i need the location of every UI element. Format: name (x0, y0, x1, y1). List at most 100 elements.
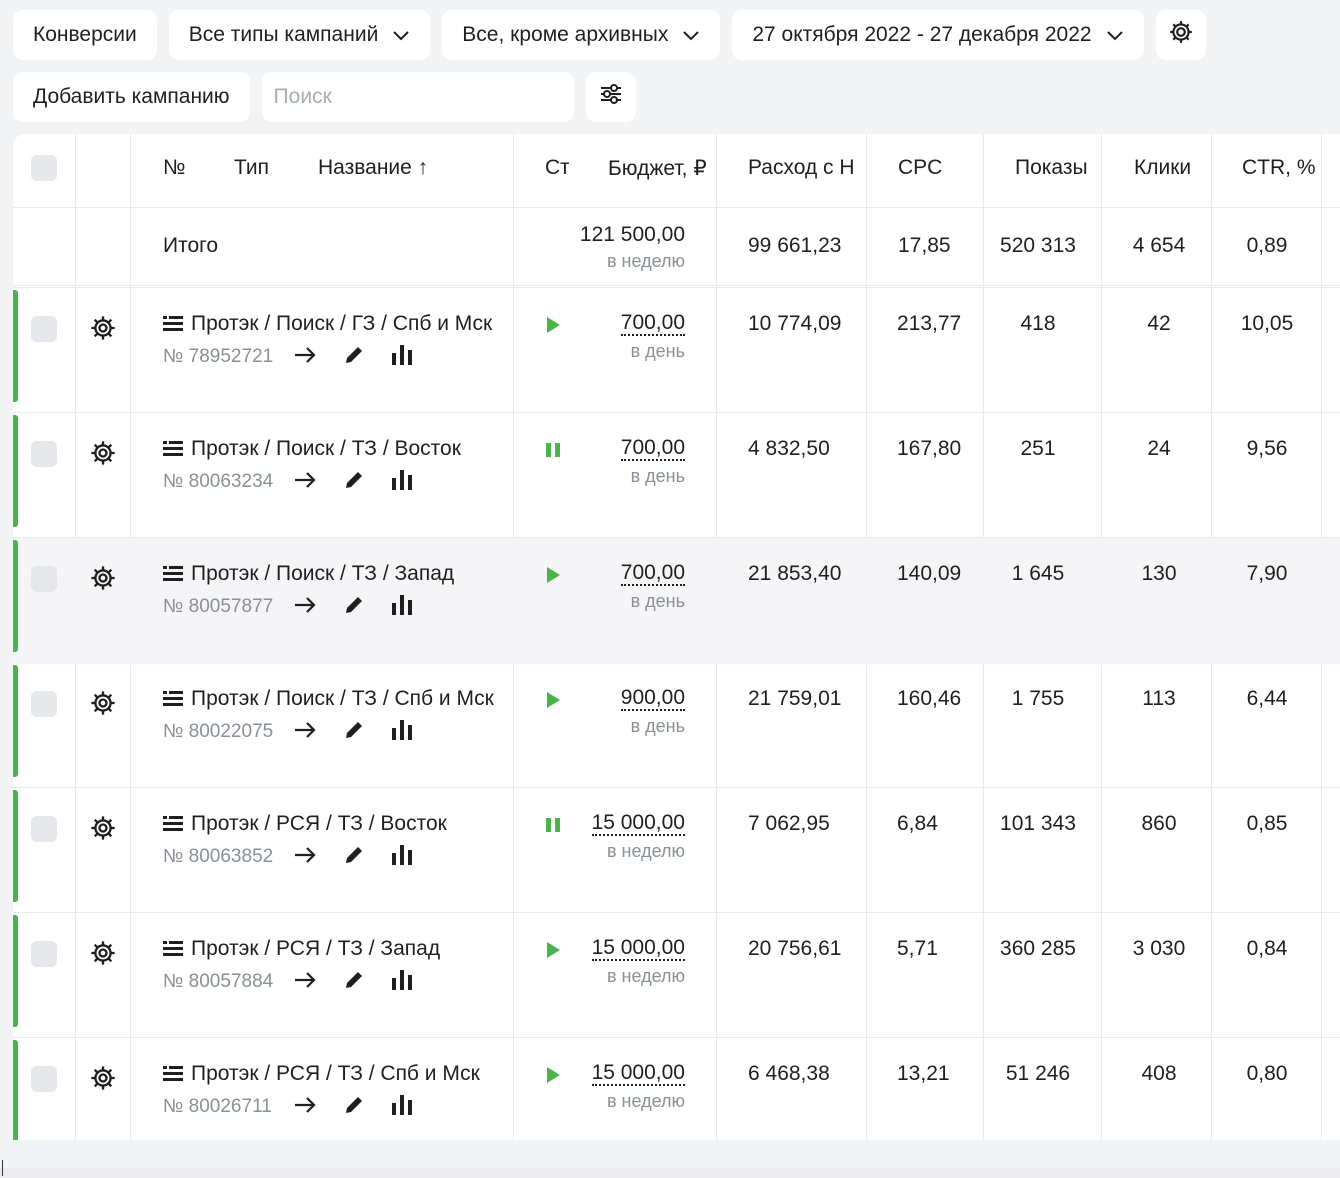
pencil-icon[interactable] (343, 344, 365, 366)
header-ctr[interactable]: CTR, % (1242, 156, 1316, 179)
header-cpc[interactable]: CPC (898, 156, 943, 179)
date-range-dropdown[interactable]: 27 октября 2022 - 27 декабря 2022 (732, 10, 1144, 60)
ctr-value: 9,56 (1246, 437, 1288, 460)
budget-value[interactable]: 15 000,00 (591, 936, 685, 961)
pause-icon[interactable] (544, 816, 562, 834)
arrow-right-icon[interactable] (293, 596, 317, 614)
bar-chart-icon[interactable] (391, 470, 413, 490)
table-row[interactable]: Протэк / Поиск / ТЗ / Спб и Мск № 800220… (13, 663, 1340, 788)
budget-value[interactable]: 700,00 (620, 436, 685, 461)
row-actions (293, 594, 413, 616)
header-clicks[interactable]: Клики (1134, 156, 1192, 179)
budget-value[interactable]: 900,00 (620, 686, 685, 711)
campaign-name[interactable]: Протэк / РСЯ / ТЗ / Запад (163, 937, 508, 961)
table-row[interactable]: Протэк / Поиск / ГЗ / Спб и Мск № 789527… (13, 288, 1340, 413)
header-name[interactable]: Название ↑ (318, 156, 429, 179)
expense-value: 20 756,61 (748, 937, 842, 960)
campaign-name-text: Протэк / РСЯ / ТЗ / Запад (191, 937, 441, 960)
arrow-right-icon[interactable] (293, 346, 317, 364)
active-indicator (13, 1040, 18, 1140)
search-input[interactable] (261, 72, 574, 122)
bar-chart-icon[interactable] (391, 720, 413, 740)
cpc-value: 6,84 (897, 812, 938, 835)
settings-button[interactable] (1155, 10, 1206, 60)
row-checkbox[interactable] (31, 566, 57, 592)
header-budget[interactable]: Бюджет, ₽ (608, 157, 707, 180)
table-row[interactable]: Протэк / Поиск / ТЗ / Восток № 80063234 … (13, 413, 1340, 538)
arrow-right-icon[interactable] (293, 471, 317, 489)
conversions-button[interactable]: Конверсии (13, 10, 157, 60)
select-all-checkbox[interactable] (31, 155, 57, 181)
budget-value[interactable]: 700,00 (620, 561, 685, 586)
play-icon[interactable] (544, 691, 562, 709)
total-label: Итого (163, 234, 219, 257)
pause-icon[interactable] (544, 441, 562, 459)
header-status[interactable]: Ст (545, 156, 569, 179)
row-checkbox[interactable] (31, 316, 57, 342)
table-row[interactable]: Протэк / РСЯ / ТЗ / Спб и Мск № 80026711… (13, 1038, 1340, 1140)
chevron-down-icon (1106, 29, 1124, 41)
gear-icon[interactable] (89, 1064, 117, 1092)
impressions-value: 1 645 (1011, 562, 1065, 585)
play-icon[interactable] (544, 941, 562, 959)
bar-chart-icon[interactable] (391, 1095, 413, 1115)
arrow-right-icon[interactable] (293, 1096, 317, 1114)
pencil-icon[interactable] (343, 469, 365, 491)
row-checkbox[interactable] (31, 941, 57, 967)
arrow-right-icon[interactable] (293, 971, 317, 989)
gear-icon[interactable] (89, 564, 117, 592)
arrow-right-icon[interactable] (293, 846, 317, 864)
row-checkbox[interactable] (31, 691, 57, 717)
campaign-name[interactable]: Протэк / РСЯ / ТЗ / Восток (163, 812, 508, 836)
campaign-name[interactable]: Протэк / Поиск / ТЗ / Восток (163, 437, 508, 461)
campaign-id: № 80022075 (163, 721, 274, 742)
budget-value[interactable]: 15 000,00 (591, 1061, 685, 1086)
budget-value[interactable]: 700,00 (620, 311, 685, 336)
header-no[interactable]: № (163, 156, 186, 179)
table-row[interactable]: Протэк / РСЯ / ТЗ / Восток № 80063852 15… (13, 788, 1340, 913)
header-impressions[interactable]: Показы (1015, 156, 1088, 179)
cpc-value: 167,80 (897, 437, 962, 460)
header-type[interactable]: Тип (234, 156, 270, 179)
gear-icon[interactable] (89, 314, 117, 342)
list-icon (163, 690, 183, 708)
cpc-value: 13,21 (897, 1062, 950, 1085)
total-clicks: 4 654 (1132, 234, 1186, 257)
gear-icon[interactable] (89, 939, 117, 967)
play-icon[interactable] (544, 316, 562, 334)
row-checkbox[interactable] (31, 1066, 57, 1092)
pencil-icon[interactable] (343, 594, 365, 616)
row-checkbox[interactable] (31, 816, 57, 842)
horizontal-scrollbar[interactable] (0, 1168, 1340, 1178)
campaign-name[interactable]: Протэк / Поиск / ТЗ / Спб и Мск (163, 687, 508, 711)
gear-icon[interactable] (89, 439, 117, 467)
archive-filter-dropdown[interactable]: Все, кроме архивных (442, 10, 721, 60)
bar-chart-icon[interactable] (391, 970, 413, 990)
campaign-types-dropdown[interactable]: Все типы кампаний (168, 10, 431, 60)
play-icon[interactable] (544, 1066, 562, 1084)
campaign-name[interactable]: Протэк / Поиск / ТЗ / Запад (163, 562, 508, 586)
table-row[interactable]: Протэк / Поиск / ТЗ / Запад № 80057877 7… (13, 538, 1340, 663)
bar-chart-icon[interactable] (391, 845, 413, 865)
campaign-name[interactable]: Протэк / Поиск / ГЗ / Спб и Мск (163, 312, 508, 336)
campaign-name[interactable]: Протэк / РСЯ / ТЗ / Спб и Мск (163, 1062, 508, 1086)
header-expense[interactable]: Расход с Н (748, 156, 855, 179)
cpc-value: 140,09 (897, 562, 962, 585)
add-campaign-button[interactable]: Добавить кампанию (13, 72, 250, 122)
gear-icon[interactable] (89, 814, 117, 842)
row-checkbox[interactable] (31, 441, 57, 467)
pencil-icon[interactable] (343, 844, 365, 866)
gear-icon[interactable] (89, 689, 117, 717)
add-campaign-label: Добавить кампанию (33, 85, 230, 108)
bar-chart-icon[interactable] (391, 595, 413, 615)
table-row[interactable]: Протэк / РСЯ / ТЗ / Запад № 80057884 15 … (13, 913, 1340, 1038)
total-expense: 99 661,23 (748, 234, 842, 257)
bar-chart-icon[interactable] (391, 345, 413, 365)
pencil-icon[interactable] (343, 1094, 365, 1116)
play-icon[interactable] (544, 566, 562, 584)
filter-settings-button[interactable] (585, 72, 636, 122)
arrow-right-icon[interactable] (293, 721, 317, 739)
budget-value[interactable]: 15 000,00 (591, 811, 685, 836)
pencil-icon[interactable] (343, 969, 365, 991)
pencil-icon[interactable] (343, 719, 365, 741)
